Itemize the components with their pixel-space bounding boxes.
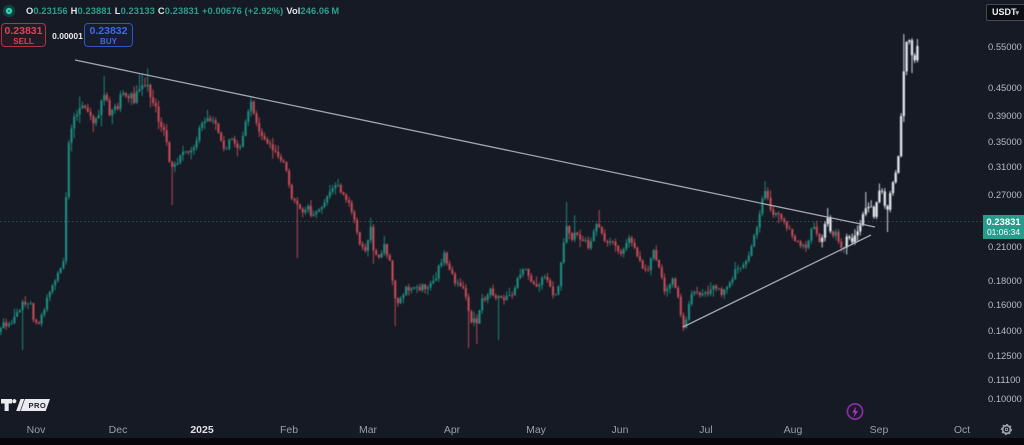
svg-text:PRO: PRO [29,401,47,410]
